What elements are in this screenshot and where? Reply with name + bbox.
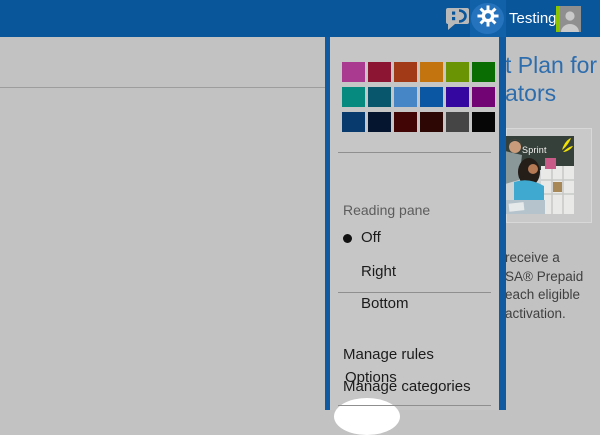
theme-swatch[interactable] <box>420 62 443 82</box>
theme-swatch[interactable] <box>420 87 443 107</box>
menu-separator <box>338 152 491 153</box>
theme-swatch[interactable] <box>446 87 469 107</box>
theme-swatch[interactable] <box>394 112 417 132</box>
menu-item-options[interactable]: Options <box>345 369 397 386</box>
selected-radio-icon <box>343 234 352 243</box>
menu-item-manage-rules[interactable]: Manage rules <box>343 346 434 363</box>
theme-swatch[interactable] <box>446 62 469 82</box>
settings-gear-button[interactable] <box>471 3 504 34</box>
messenger-icon <box>445 8 471 35</box>
top-bar: Testing <box>0 0 600 37</box>
theme-swatch[interactable] <box>472 62 495 82</box>
settings-menu: Reading pane Off Right Bottom Manage rul… <box>330 37 499 435</box>
reading-pane-option-bottom[interactable]: Bottom <box>361 295 409 312</box>
theme-swatch[interactable] <box>472 112 495 132</box>
theme-swatch[interactable] <box>420 112 443 132</box>
ad-body-line: SA® Prepaid <box>505 268 584 284</box>
theme-swatch[interactable] <box>342 87 365 107</box>
username-label[interactable]: Testing <box>509 10 557 27</box>
menu-item-manage-categories[interactable]: Manage categories <box>343 378 471 395</box>
page-toolbar-divider <box>0 87 325 88</box>
theme-swatch[interactable] <box>368 112 391 132</box>
theme-swatch[interactable] <box>394 62 417 82</box>
theme-swatch[interactable] <box>368 62 391 82</box>
settings-menu-left-border <box>325 37 330 410</box>
menu-separator <box>338 292 491 293</box>
presence-indicator <box>556 6 560 32</box>
settings-menu-right-border <box>499 37 506 410</box>
theme-swatch[interactable] <box>446 112 469 132</box>
theme-swatch[interactable] <box>368 87 391 107</box>
ad-body-line: activation. <box>505 305 566 321</box>
ad-image[interactable]: Sprint <box>505 136 574 214</box>
ad-body-text: receive a SA® Prepaid each eligible acti… <box>505 249 583 323</box>
ad-body-line: each eligible <box>505 287 581 302</box>
gear-icon <box>476 5 499 32</box>
ad-heading-line-2: ators <box>505 80 557 106</box>
theme-swatch[interactable] <box>472 87 495 107</box>
menu-separator <box>338 405 491 406</box>
sprint-logo-text: Sprint <box>522 145 547 155</box>
theme-swatch[interactable] <box>342 62 365 82</box>
reading-pane-label: Reading pane <box>343 202 431 218</box>
theme-swatch[interactable] <box>342 112 365 132</box>
ad-heading-line-1: t Plan for <box>505 52 598 78</box>
ad-body-line: receive a <box>505 250 560 265</box>
messenger-button[interactable] <box>445 7 471 31</box>
theme-color-grid <box>342 62 495 132</box>
user-avatar-button[interactable] <box>556 6 581 32</box>
person-avatar-icon <box>556 6 581 32</box>
options-highlight-ellipse <box>334 398 400 435</box>
reading-pane-option-off[interactable]: Off <box>330 228 499 248</box>
theme-swatch[interactable] <box>394 87 417 107</box>
reading-pane-option-right[interactable]: Right <box>361 263 397 280</box>
